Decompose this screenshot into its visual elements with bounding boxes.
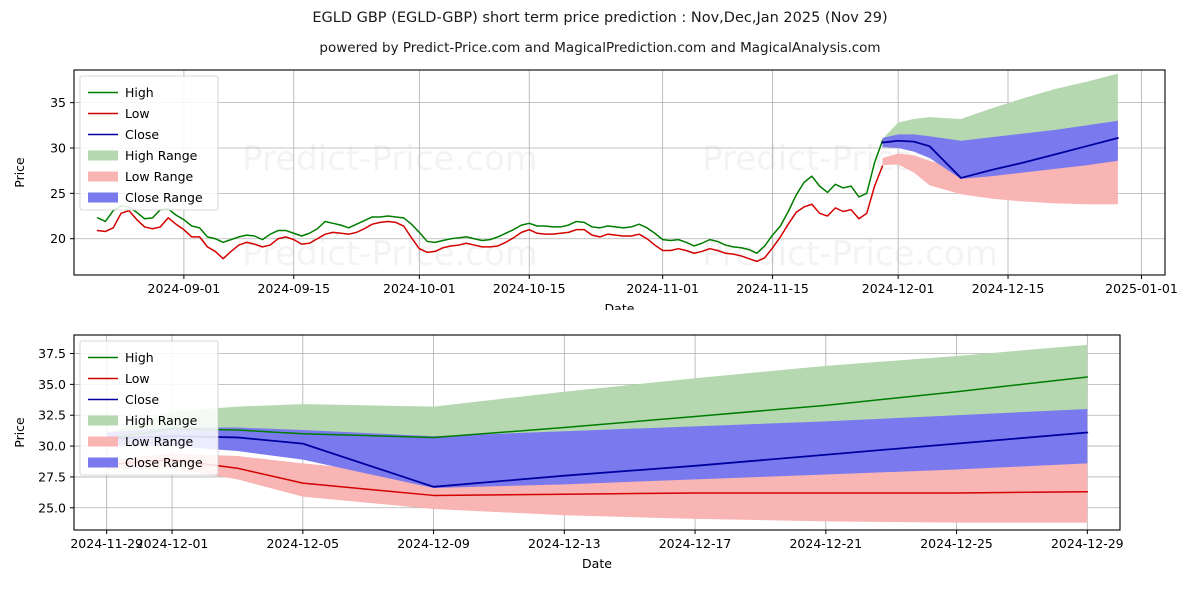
x-tick-label: 2024-12-13 bbox=[528, 536, 601, 551]
x-tick-label: 2024-12-21 bbox=[789, 536, 862, 551]
y-tick-label: 30 bbox=[50, 141, 66, 156]
legend-label: Low bbox=[125, 106, 150, 121]
watermark-text: Predict-Price.com bbox=[702, 234, 998, 274]
y-tick-label: 35.0 bbox=[38, 377, 66, 392]
y-tick-label: 20 bbox=[50, 231, 66, 246]
y-tick-label: 37.5 bbox=[38, 346, 66, 361]
legend-swatch-band bbox=[88, 192, 118, 203]
legend-swatch-band bbox=[88, 457, 118, 468]
x-tick-label: 2024-11-01 bbox=[626, 281, 699, 296]
x-tick-label: 2024-12-09 bbox=[397, 536, 470, 551]
page-title: EGLD GBP (EGLD-GBP) short term price pre… bbox=[312, 10, 888, 26]
x-tick-label: 2024-11-15 bbox=[736, 281, 809, 296]
legend-label: Close Range bbox=[125, 190, 203, 205]
x-tick-label: 2024-12-15 bbox=[972, 281, 1045, 296]
x-tick-label: 2024-12-17 bbox=[659, 536, 732, 551]
legend-label: High bbox=[125, 85, 154, 100]
title-block: EGLD GBP (EGLD-GBP) short term price pre… bbox=[0, 0, 1200, 57]
watermark-text: Predict-Price.com bbox=[242, 234, 538, 274]
x-axis-label: Date bbox=[605, 301, 635, 310]
legend-label: Close bbox=[125, 127, 159, 142]
legend-label: Low Range bbox=[125, 434, 194, 449]
close-range-band bbox=[106, 409, 1088, 489]
y-tick-label: 32.5 bbox=[38, 408, 66, 423]
y-axis-label: Price bbox=[12, 417, 27, 448]
high-line bbox=[96, 140, 884, 254]
legend-swatch-band bbox=[88, 436, 118, 447]
legend: High Low Close High Range Low Range Close Ran… bbox=[79, 340, 219, 476]
x-axis-label: Date bbox=[582, 556, 612, 571]
watermark-text: Predict-Price.com bbox=[242, 139, 538, 179]
legend-swatch-band bbox=[88, 171, 118, 182]
forecast-detail-chart: Predict-Price.comPredict-Price.com25.027… bbox=[12, 334, 1124, 571]
legend-label: High Range bbox=[125, 413, 198, 428]
legend-swatch-band bbox=[88, 150, 118, 161]
high-range-band bbox=[106, 344, 1088, 444]
legend-label: High Range bbox=[125, 148, 198, 163]
y-tick-label: 25.0 bbox=[38, 500, 66, 515]
page-subtitle: powered by Predict-Price.com and Magical… bbox=[319, 40, 881, 57]
high-range-band bbox=[882, 73, 1118, 147]
x-tick-label: 2024-12-01 bbox=[136, 536, 209, 551]
y-tick-label: 27.5 bbox=[38, 469, 66, 484]
x-tick-label: 2024-11-29 bbox=[70, 536, 143, 551]
x-tick-label: 2024-12-01 bbox=[862, 281, 935, 296]
low-line bbox=[96, 165, 884, 263]
overview-chart: Predict-Price.com Predict-Price.com Predic… bbox=[12, 69, 1178, 310]
legend-label: Low bbox=[125, 371, 150, 386]
y-axis-label: Price bbox=[12, 157, 27, 188]
y-tick-label: 25 bbox=[50, 186, 66, 201]
x-tick-label: 2024-12-25 bbox=[920, 536, 993, 551]
plot-frame bbox=[73, 334, 1121, 531]
legend-swatch-band bbox=[88, 415, 118, 426]
legend-label: Low Range bbox=[125, 169, 194, 184]
y-tick-label: 30.0 bbox=[38, 439, 66, 454]
x-tick-label: 2024-10-15 bbox=[493, 281, 566, 296]
x-tick-label: 2024-12-29 bbox=[1051, 536, 1124, 551]
x-tick-label: 2024-12-05 bbox=[266, 536, 339, 551]
x-tick-label: 2025-01-01 bbox=[1105, 281, 1178, 296]
plot-frame bbox=[73, 69, 1166, 276]
legend-label: High bbox=[125, 350, 154, 365]
x-tick-label: 2024-09-01 bbox=[148, 281, 221, 296]
close-range-band bbox=[882, 120, 1118, 179]
y-tick-label: 35 bbox=[50, 95, 66, 110]
legend-label: Close bbox=[125, 392, 159, 407]
x-tick-label: 2024-09-15 bbox=[257, 281, 330, 296]
legend: High Low Close High Range Low Range Close Ran… bbox=[79, 75, 219, 211]
legend-label: Close Range bbox=[125, 455, 203, 470]
x-tick-label: 2024-10-01 bbox=[383, 281, 456, 296]
close-line bbox=[881, 137, 1119, 179]
